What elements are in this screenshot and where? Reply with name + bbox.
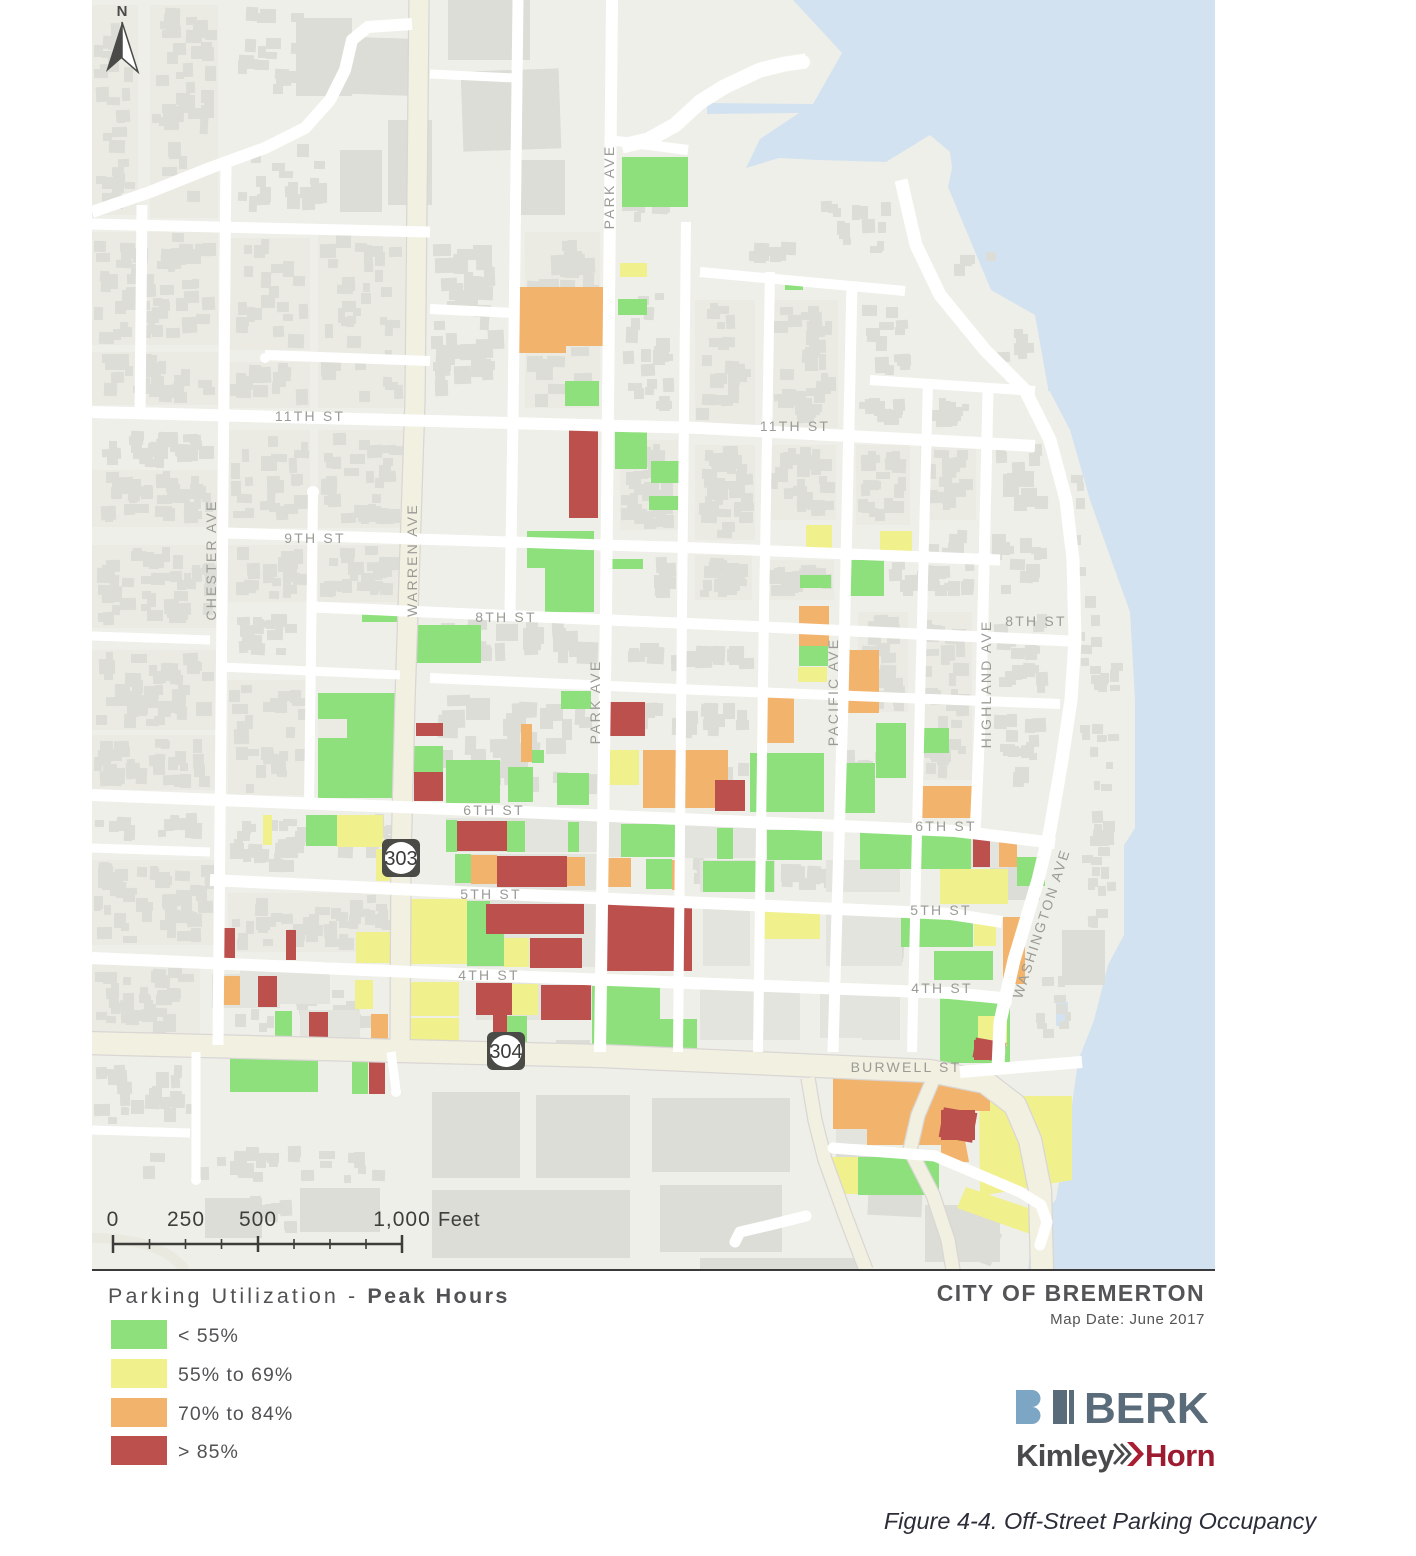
svg-text:5TH ST: 5TH ST bbox=[460, 886, 521, 902]
svg-text:CITY OF BREMERTON: CITY OF BREMERTON bbox=[937, 1280, 1205, 1306]
svg-text:250: 250 bbox=[167, 1208, 205, 1231]
svg-text:Parking Utilization - Peak Hou: Parking Utilization - Peak Hours bbox=[108, 1284, 510, 1308]
svg-text:303: 303 bbox=[384, 848, 417, 870]
svg-text:4TH ST: 4TH ST bbox=[458, 967, 519, 983]
svg-text:WARREN AVE: WARREN AVE bbox=[404, 503, 420, 617]
svg-text:CHESTER AVE: CHESTER AVE bbox=[203, 499, 219, 620]
svg-text:304: 304 bbox=[489, 1041, 522, 1063]
svg-text:Feet: Feet bbox=[438, 1209, 480, 1231]
svg-text:9TH ST: 9TH ST bbox=[284, 530, 345, 546]
svg-text:8TH ST: 8TH ST bbox=[1005, 613, 1066, 629]
svg-text:PACIFIC AVE: PACIFIC AVE bbox=[825, 638, 841, 746]
svg-text:Kimley: Kimley bbox=[1016, 1438, 1115, 1473]
svg-text:Horn: Horn bbox=[1145, 1438, 1215, 1473]
svg-text:BURWELL ST: BURWELL ST bbox=[851, 1059, 962, 1075]
svg-text:PARK AVE: PARK AVE bbox=[601, 145, 617, 230]
svg-text:11TH ST: 11TH ST bbox=[275, 408, 345, 424]
svg-text:Map Date: June 2017: Map Date: June 2017 bbox=[1050, 1311, 1205, 1328]
svg-text:70% to 84%: 70% to 84% bbox=[178, 1403, 293, 1425]
svg-text:HIGHLAND AVE: HIGHLAND AVE bbox=[978, 620, 994, 749]
svg-text:55% to 69%: 55% to 69% bbox=[178, 1364, 293, 1386]
svg-text:5TH ST: 5TH ST bbox=[910, 902, 971, 918]
svg-text:< 55%: < 55% bbox=[178, 1325, 239, 1347]
svg-text:1,000: 1,000 bbox=[373, 1208, 431, 1231]
svg-text:8TH ST: 8TH ST bbox=[475, 609, 536, 625]
svg-text:4TH ST: 4TH ST bbox=[911, 980, 972, 996]
svg-text:> 85%: > 85% bbox=[178, 1441, 239, 1463]
svg-text:11TH ST: 11TH ST bbox=[760, 418, 830, 434]
svg-text:Figure 4-4. Off-Street Parking: Figure 4-4. Off-Street Parking Occupancy bbox=[884, 1508, 1318, 1534]
svg-text:0: 0 bbox=[107, 1208, 120, 1231]
svg-text:6TH ST: 6TH ST bbox=[915, 818, 976, 834]
svg-text:500: 500 bbox=[239, 1208, 277, 1231]
svg-text:6TH ST: 6TH ST bbox=[463, 802, 524, 818]
svg-text:BERK: BERK bbox=[1084, 1384, 1209, 1433]
svg-text:PARK AVE: PARK AVE bbox=[587, 660, 603, 745]
svg-text:N: N bbox=[117, 3, 128, 20]
